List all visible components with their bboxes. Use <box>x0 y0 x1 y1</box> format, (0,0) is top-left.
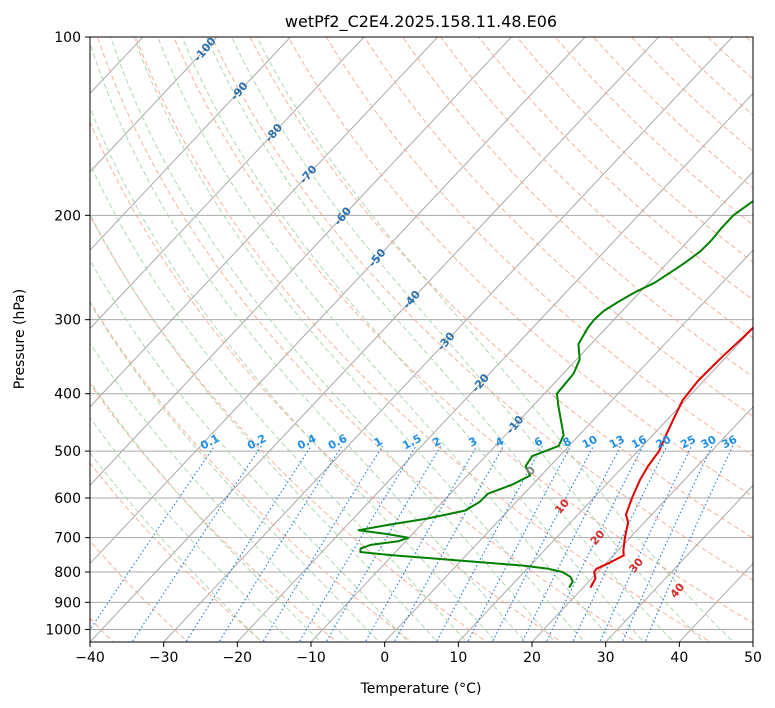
dry-adiabat-line <box>135 37 712 642</box>
mixing-ratio-line <box>599 445 693 642</box>
moist-adiabat-line <box>90 259 410 642</box>
isotherm-line <box>383 249 753 642</box>
mixing-ratio-label: 20 <box>654 433 674 452</box>
mixing-ratio-line <box>364 445 478 642</box>
x-tick-label: 10 <box>449 650 467 666</box>
x-axis: −40 −30 −20 −10 0 10 20 30 40 50 <box>75 642 762 666</box>
mixing-ratio-label: 16 <box>629 433 649 452</box>
mixing-ratio-line <box>218 445 343 642</box>
mixing-ratio-line <box>131 445 262 642</box>
y-tick-label: 200 <box>54 208 81 224</box>
moist-adiabat-line <box>90 416 292 642</box>
x-tick-label: −10 <box>296 650 326 666</box>
moist-adiabat-line <box>90 106 497 642</box>
background-lines <box>0 24 753 645</box>
x-tick-label: 50 <box>744 650 762 666</box>
plot-frame <box>89 36 754 643</box>
moist-adiabat-line <box>90 342 351 642</box>
mixing-ratio-line <box>298 445 417 642</box>
series-layer <box>357 200 753 589</box>
isotherm-line <box>90 37 365 330</box>
dry-adiabat-line <box>96 37 637 642</box>
isotherm-line <box>90 37 439 408</box>
dry-adiabat-line <box>287 37 753 498</box>
mixing-ratio-line <box>325 445 442 642</box>
x-tick-label: −40 <box>75 650 105 666</box>
y-tick-label: 1000 <box>45 622 81 638</box>
y-axis-label: Pressure (hPa) <box>12 289 28 389</box>
moist-adiabat-line <box>133 37 586 642</box>
y-tick-label: 100 <box>54 30 81 46</box>
isotherm-line <box>90 37 660 642</box>
x-tick-label: 0 <box>380 650 389 666</box>
dry-adiabat-line <box>325 37 753 457</box>
x-tick-label: −30 <box>149 650 179 666</box>
dry-adiabat-line <box>90 540 189 642</box>
isotherm-line <box>0 24 8 645</box>
dry-adiabat-line <box>173 37 753 624</box>
dry-adiabat-line <box>90 462 264 642</box>
moist-adiabat-line <box>231 37 705 642</box>
mixing-ratio-line <box>466 445 572 642</box>
y-tick-label: 600 <box>54 491 81 507</box>
isotherm-line <box>162 37 734 642</box>
mixing-ratio-label: 13 <box>607 433 627 452</box>
mixing-ratio-line <box>545 445 644 642</box>
moist-adiabat-line <box>206 37 675 642</box>
moist-adiabat-line <box>90 162 468 642</box>
dry-adiabat-line <box>440 37 753 339</box>
isotherm-line <box>604 484 753 642</box>
moist-adiabat-line <box>90 380 322 642</box>
dry-adiabat-line <box>249 37 753 539</box>
x-tick-label: 30 <box>597 650 615 666</box>
mixing-ratio-label: 10 <box>580 433 600 452</box>
isotherm-line <box>236 92 753 642</box>
isotherm-line <box>90 37 218 173</box>
dry-adiabat-line <box>90 300 413 642</box>
isotherm-line <box>752 641 753 642</box>
moist-adiabat-line <box>256 37 735 642</box>
moist-adiabat-line <box>90 212 439 642</box>
mixing-ratio-line <box>185 445 312 642</box>
dry-adiabat-line <box>478 37 753 301</box>
mixing-ratio-label: 25 <box>678 433 698 452</box>
isotherm-line <box>90 37 292 251</box>
moist-adiabat-line <box>110 37 556 642</box>
chart-title: wetPf2_C2E4.2025.158.11.48.E06 <box>285 12 557 32</box>
mixing-ratio-label: 36 <box>720 433 740 452</box>
moist-adiabat-line <box>90 452 263 642</box>
mixing-ratio-line <box>90 445 215 631</box>
x-tick-label: 40 <box>670 650 688 666</box>
moist-adiabat-line <box>90 302 380 642</box>
x-axis-label: Temperature (°C) <box>360 681 482 697</box>
y-tick-label: 300 <box>54 313 81 329</box>
moist-adiabat-line <box>181 37 645 642</box>
dry-adiabat-line <box>90 120 563 642</box>
y-tick-label: 700 <box>54 531 81 547</box>
mixing-ratio-line <box>621 445 713 642</box>
temperature-line <box>589 326 753 589</box>
y-tick-label: 500 <box>54 444 81 460</box>
dry-adiabat-line <box>363 37 753 417</box>
y-axis: 100 200 300 400 500 600 700 800 900 1000 <box>45 30 90 638</box>
mixing-ratio-line <box>262 445 383 642</box>
mixing-ratio-label: 30 <box>699 433 719 452</box>
y-tick-label: 900 <box>54 595 81 611</box>
moist-adiabat-line <box>157 37 615 642</box>
isotherm-line <box>310 171 753 642</box>
y-tick-label: 400 <box>54 387 81 403</box>
dewpoint-line <box>357 200 753 589</box>
plot-area <box>90 37 753 642</box>
moist-adiabat-line <box>90 41 527 642</box>
isotherm-line <box>90 37 513 486</box>
y-tick-label: 800 <box>54 565 81 581</box>
isotherm-line <box>90 37 586 565</box>
x-tick-label: 20 <box>523 650 541 666</box>
x-tick-label: −20 <box>223 650 253 666</box>
dry-adiabat-line <box>90 214 488 642</box>
isotherm-line <box>531 406 753 642</box>
